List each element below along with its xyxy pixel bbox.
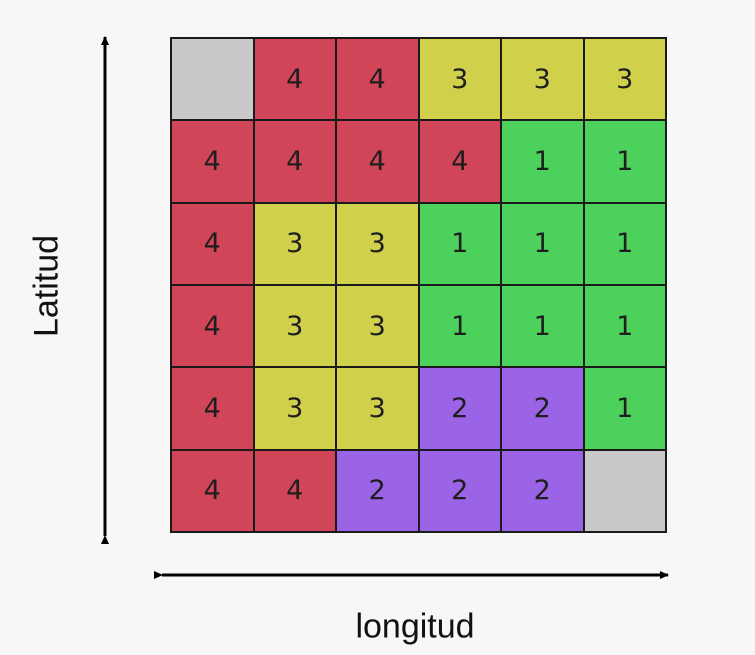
- grid-cell: 4: [337, 121, 418, 202]
- grid-cell: 3: [337, 203, 418, 284]
- grid-cell: 4: [172, 368, 253, 449]
- grid-cell: 2: [337, 450, 418, 531]
- grid-cell: 4: [419, 121, 500, 202]
- grid-cell: 1: [584, 203, 665, 284]
- grid-cell: 4: [337, 39, 418, 120]
- grid-cell: 3: [254, 286, 335, 367]
- grid-cell: 1: [502, 203, 583, 284]
- grid-cell: 3: [419, 39, 500, 120]
- grid-cell: 2: [502, 368, 583, 449]
- grid-cell: 2: [502, 450, 583, 531]
- grid-cell: 1: [584, 121, 665, 202]
- grid-cell: [584, 450, 665, 531]
- grid-cell: 1: [502, 286, 583, 367]
- grid-cell: 4: [172, 203, 253, 284]
- latitude-label: Latitud: [27, 234, 66, 338]
- grid-cell: 2: [419, 450, 500, 531]
- grid-cell: 1: [584, 286, 665, 367]
- grid-cell: 1: [419, 203, 500, 284]
- grid-cell: 1: [419, 286, 500, 367]
- grid-cell: 3: [337, 368, 418, 449]
- grid-cell: 1: [502, 121, 583, 202]
- grid-cell: 4: [254, 121, 335, 202]
- grid-cell: 3: [502, 39, 583, 120]
- grid-cell: 4: [254, 39, 335, 120]
- grid-cell: 3: [584, 39, 665, 120]
- grid-cell: 4: [172, 286, 253, 367]
- grid-cell: 2: [419, 368, 500, 449]
- grid-cell: 3: [337, 286, 418, 367]
- grid-cell: [172, 39, 253, 120]
- longitude-label: longitud: [355, 607, 475, 646]
- grid-cell: 4: [172, 450, 253, 531]
- grid-cell: 3: [254, 203, 335, 284]
- grid-cell: 4: [172, 121, 253, 202]
- grid-cell: 4: [254, 450, 335, 531]
- grid-cell: 1: [584, 368, 665, 449]
- grid-cell: 3: [254, 368, 335, 449]
